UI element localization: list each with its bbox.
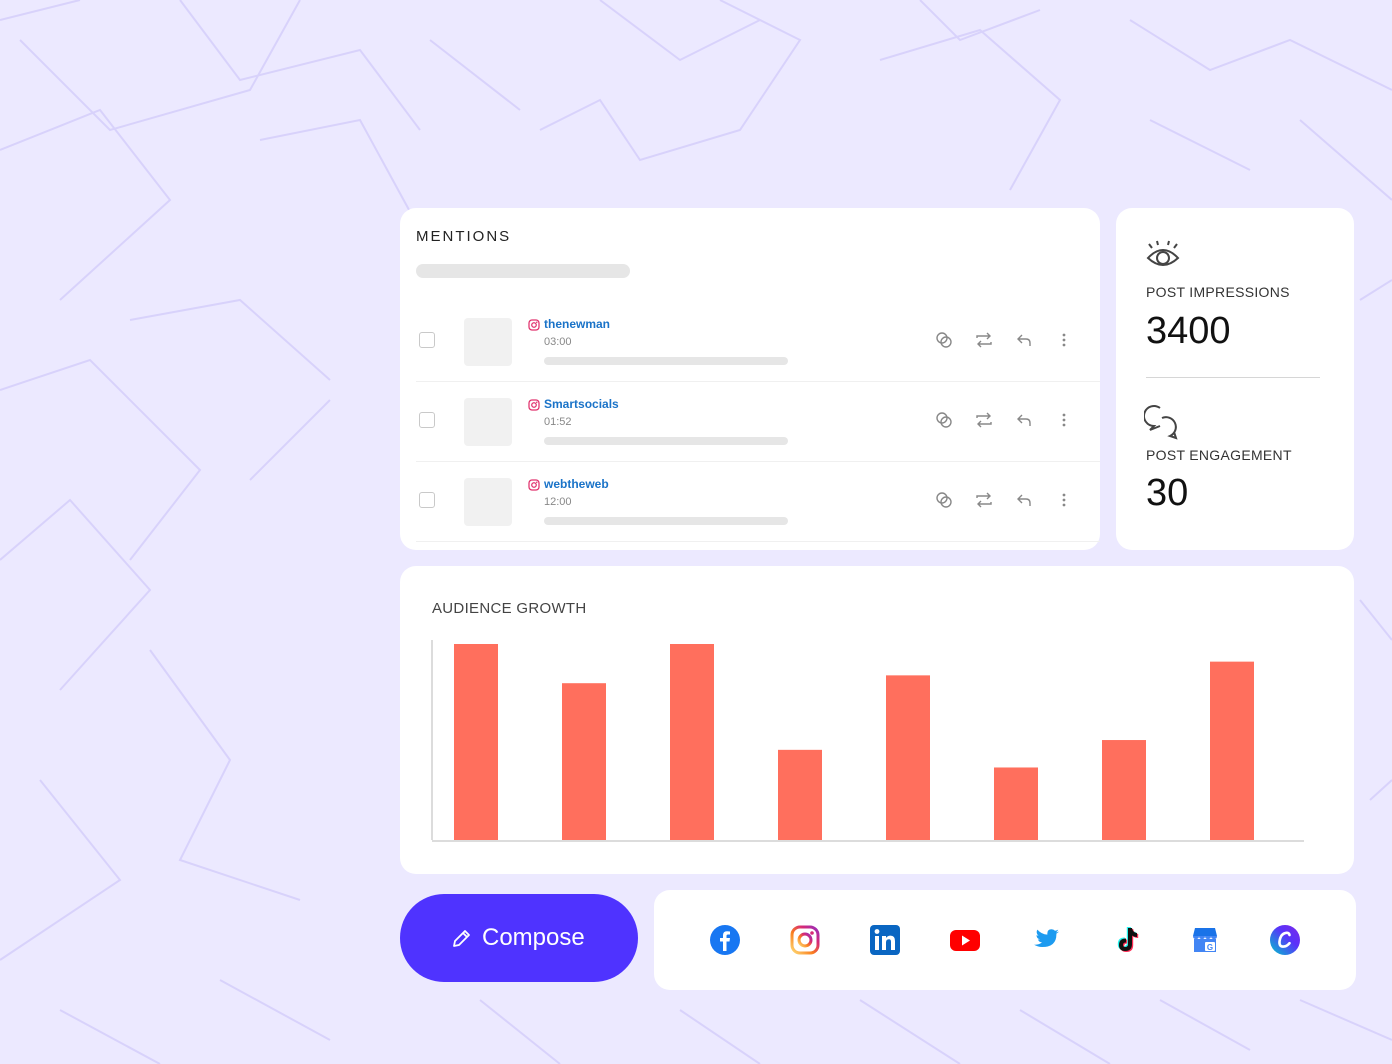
more-icon[interactable] bbox=[1054, 490, 1074, 510]
google-business-icon[interactable]: G bbox=[1189, 924, 1221, 956]
stats-card: POST IMPRESSIONS 3400 POST ENGAGEMENT 30 bbox=[1116, 208, 1354, 550]
facebook-icon[interactable] bbox=[709, 924, 741, 956]
chart-bar bbox=[886, 675, 930, 840]
audience-growth-card: AUDIENCE GROWTH bbox=[400, 566, 1354, 874]
linkedin-icon[interactable] bbox=[869, 924, 901, 956]
svg-text:G: G bbox=[1207, 943, 1213, 952]
instagram-icon bbox=[528, 479, 540, 491]
canva-icon[interactable] bbox=[1269, 924, 1301, 956]
more-icon[interactable] bbox=[1054, 330, 1074, 350]
more-icon[interactable] bbox=[1054, 410, 1074, 430]
chart-bar bbox=[454, 644, 498, 840]
mention-row[interactable]: thenewman 03:00 bbox=[416, 302, 1100, 382]
chart-bar bbox=[994, 767, 1038, 840]
mentions-card: MENTIONS thenewman 03:00 Smartsocials 01… bbox=[400, 208, 1100, 550]
reply-icon[interactable] bbox=[1014, 410, 1034, 430]
chart-bar bbox=[778, 749, 822, 840]
mention-thumbnail bbox=[464, 318, 512, 366]
engagement-value: 30 bbox=[1146, 472, 1189, 514]
mention-time: 12:00 bbox=[544, 496, 572, 508]
retweet-icon[interactable] bbox=[974, 490, 994, 510]
instagram-icon[interactable] bbox=[789, 924, 821, 956]
chart-bar bbox=[1210, 661, 1254, 840]
reply-icon[interactable] bbox=[1014, 330, 1034, 350]
mention-handle[interactable]: Smartsocials bbox=[544, 397, 619, 411]
chart-title: AUDIENCE GROWTH bbox=[432, 600, 587, 617]
mention-text-placeholder bbox=[544, 517, 788, 525]
instagram-icon bbox=[528, 399, 540, 411]
chart-bar bbox=[670, 644, 714, 840]
mention-time: 03:00 bbox=[544, 336, 572, 348]
chart-bar bbox=[562, 683, 606, 840]
mention-row[interactable]: webtheweb 12:00 bbox=[416, 462, 1100, 542]
mention-row[interactable]: Smartsocials 01:52 bbox=[416, 382, 1100, 462]
engage-icon[interactable] bbox=[934, 410, 954, 430]
mention-time: 01:52 bbox=[544, 416, 572, 428]
eye-icon bbox=[1146, 240, 1180, 266]
stats-divider bbox=[1146, 377, 1320, 378]
engage-icon[interactable] bbox=[934, 490, 954, 510]
pencil-icon bbox=[453, 930, 470, 947]
mention-checkbox[interactable] bbox=[419, 492, 435, 508]
mention-thumbnail bbox=[464, 478, 512, 526]
retweet-icon[interactable] bbox=[974, 410, 994, 430]
mention-handle[interactable]: thenewman bbox=[544, 317, 611, 331]
mention-checkbox[interactable] bbox=[419, 332, 435, 348]
compose-button[interactable]: Compose bbox=[400, 894, 638, 982]
instagram-icon bbox=[528, 319, 540, 331]
mention-text-placeholder bbox=[544, 357, 788, 365]
engage-icon[interactable] bbox=[934, 330, 954, 350]
mention-checkbox[interactable] bbox=[419, 412, 435, 428]
impressions-label: POST IMPRESSIONS bbox=[1146, 284, 1290, 300]
mention-handle[interactable]: webtheweb bbox=[544, 477, 609, 491]
engagement-label: POST ENGAGEMENT bbox=[1146, 447, 1292, 463]
chat-bubbles-icon bbox=[1144, 405, 1178, 440]
impressions-value: 3400 bbox=[1146, 310, 1231, 352]
retweet-icon[interactable] bbox=[974, 330, 994, 350]
mention-text-placeholder bbox=[544, 437, 788, 445]
youtube-icon[interactable] bbox=[949, 924, 981, 956]
audience-growth-chart bbox=[431, 640, 1304, 842]
reply-icon[interactable] bbox=[1014, 490, 1034, 510]
chart-bar bbox=[1102, 740, 1146, 840]
compose-label: Compose bbox=[482, 924, 585, 951]
mention-thumbnail bbox=[464, 398, 512, 446]
social-networks-card: G bbox=[654, 890, 1356, 990]
mentions-title: MENTIONS bbox=[416, 228, 512, 245]
tiktok-icon[interactable] bbox=[1109, 924, 1141, 956]
twitter-icon[interactable] bbox=[1029, 924, 1061, 956]
search-placeholder-bar bbox=[416, 264, 630, 278]
